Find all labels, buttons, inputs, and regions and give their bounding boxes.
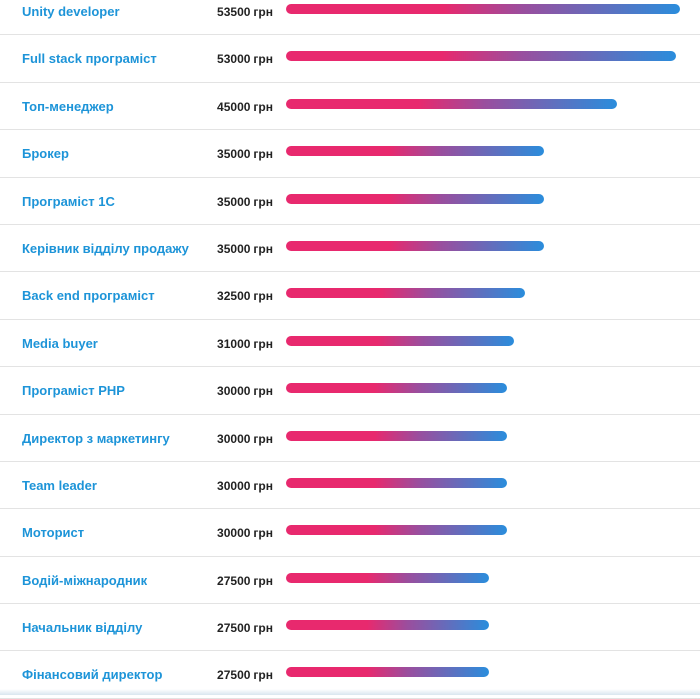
salary-value: 53000 грн (213, 52, 273, 66)
salary-amount: 53500 (217, 5, 251, 19)
salary-unit: грн (253, 431, 273, 446)
salary-amount: 35000 (217, 147, 251, 162)
salary-value: 30000 грн (213, 432, 273, 446)
salary-unit: грн (253, 478, 273, 493)
salary-bar (286, 193, 544, 204)
salary-amount: 53000 (217, 52, 251, 67)
salary-row: Програміст 1С 35000 грн (0, 178, 700, 225)
salary-amount: 27500 (217, 573, 251, 588)
salary-bar (286, 98, 617, 109)
job-title-link[interactable]: Unity developer (22, 4, 120, 19)
salary-value: 27500 грн (213, 668, 273, 682)
salary-row: Team leader 30000 грн (0, 462, 700, 510)
salary-amount: 45000 (217, 99, 251, 114)
salary-bar (286, 51, 676, 62)
salary-bar (286, 477, 507, 488)
job-title-link[interactable]: Керівник відділу продажу (22, 240, 189, 256)
salary-row: Media buyer 31000 грн (0, 320, 700, 368)
job-title-link[interactable]: Back end програміст (22, 288, 155, 304)
job-title-link[interactable]: Начальник відділу (22, 620, 143, 636)
salary-unit: грн (253, 384, 273, 399)
salary-row: Full stack програміст 53000 грн (0, 35, 700, 83)
salary-value: 30000 грн (213, 384, 273, 398)
salary-amount: 35000 (217, 194, 251, 209)
salary-value: 35000 грн (213, 195, 273, 209)
scroll-edge (0, 689, 700, 695)
job-title-link[interactable]: Програміст PHP (22, 383, 125, 399)
salary-value: 30000 грн (213, 526, 273, 540)
salary-bar (286, 525, 507, 536)
salary-row: Unity developer 53500 грн (0, 0, 700, 36)
salary-value: 31000 грн (213, 337, 273, 351)
salary-unit: грн (253, 668, 273, 683)
salary-value: 45000 грн (213, 100, 273, 114)
salary-amount: 30000 (217, 478, 251, 493)
salary-amount: 27500 (217, 668, 251, 683)
salary-amount: 30000 (217, 431, 251, 446)
job-title-link[interactable]: Фінансовий директор (22, 667, 163, 683)
salary-bar (286, 4, 680, 14)
salary-value: 27500 грн (213, 574, 273, 588)
salary-unit: грн (253, 289, 273, 304)
salary-value: 27500 грн (213, 621, 273, 635)
salary-amount: 35000 (217, 241, 251, 256)
salary-unit: грн (253, 241, 273, 256)
salary-unit: грн (253, 336, 273, 351)
salary-bar (286, 620, 489, 631)
salary-unit: грн (253, 5, 273, 19)
salary-row: Директор з маркетингу 30000 грн (0, 415, 700, 462)
salary-unit: грн (253, 194, 273, 209)
salary-value: 30000 грн (213, 479, 273, 493)
salary-row: Брокер 35000 грн (0, 130, 700, 178)
salary-value: 35000 грн (213, 242, 273, 256)
job-title-link[interactable]: Директор з маркетингу (22, 430, 170, 446)
salary-bar (286, 430, 507, 441)
salary-unit: грн (253, 99, 273, 114)
salary-amount: 30000 (217, 384, 251, 399)
salary-row: Програміст PHP 30000 грн (0, 367, 700, 415)
salary-row: Начальник відділу 27500 грн (0, 604, 700, 652)
salary-bar (286, 383, 507, 394)
salary-unit: грн (253, 52, 273, 67)
salary-bar (286, 240, 544, 251)
salary-row: Back end програміст 32500 грн (0, 272, 700, 320)
salary-value: 32500 грн (213, 289, 273, 303)
salary-unit: грн (253, 526, 273, 541)
salary-bar (286, 572, 489, 583)
salary-row: Моторист 30000 грн (0, 509, 700, 557)
salary-bar (286, 667, 489, 678)
salary-unit: грн (253, 573, 273, 588)
job-title-link[interactable]: Брокер (22, 146, 69, 162)
salary-row: Водій-міжнародник 27500 грн (0, 557, 700, 605)
salary-amount: 30000 (217, 526, 251, 541)
salary-bar (286, 146, 544, 157)
salary-value: 35000 грн (213, 147, 273, 161)
salary-bar (286, 288, 525, 299)
job-title-link[interactable]: Моторист (22, 525, 85, 541)
salary-amount: 32500 (217, 289, 251, 304)
salary-row: Топ-менеджер 45000 грн (0, 83, 700, 131)
job-title-link[interactable]: Топ-менеджер (22, 98, 114, 114)
salary-value: 53500 грн (213, 5, 273, 19)
job-title-link[interactable]: Team leader (22, 477, 97, 493)
salary-amount: 27500 (217, 621, 251, 636)
job-title-link[interactable]: Full stack програміст (22, 51, 157, 67)
salary-amount: 31000 (217, 336, 251, 351)
salary-unit: грн (253, 147, 273, 162)
job-title-link[interactable]: Media buyer (22, 335, 98, 351)
job-title-link[interactable]: Програміст 1С (22, 193, 115, 209)
salary-row: Керівник відділу продажу 35000 грн (0, 225, 700, 273)
job-title-link[interactable]: Водій-міжнародник (22, 572, 148, 588)
salary-unit: грн (253, 621, 273, 636)
salary-bar (286, 335, 514, 346)
